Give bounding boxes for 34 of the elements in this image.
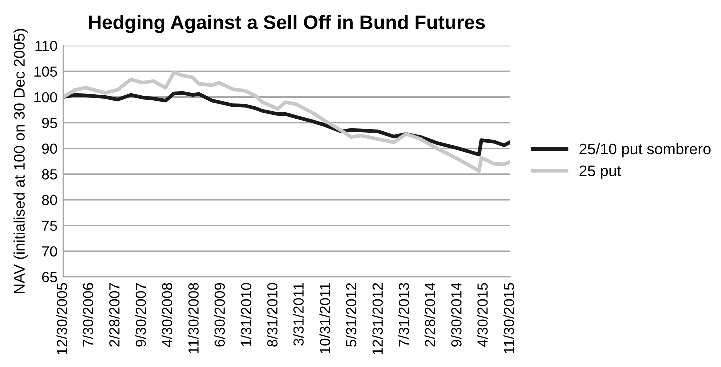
x-tick-label: 4/30/2015 xyxy=(477,283,488,348)
y-axis-title: NAV (initialised at 100 on 30 Dec 2005) xyxy=(14,29,28,294)
y-tick-label: 65 xyxy=(42,272,58,283)
x-tick-label: 6/30/2009 xyxy=(214,283,226,347)
y-tick-label: 85 xyxy=(42,169,58,180)
legend-label: 25/10 put sombrero xyxy=(580,143,711,158)
x-tick-label: 1/31/2010 xyxy=(240,283,252,346)
y-tick-label: 80 xyxy=(42,195,58,206)
legend-label: 25 put xyxy=(580,166,622,180)
x-tick-label: 10/31/2011 xyxy=(320,283,330,354)
y-tick-label: 70 xyxy=(42,246,58,257)
line-series xyxy=(63,70,510,174)
y-tick-label: 75 xyxy=(42,220,58,232)
chart-title: Hedging Against a Sell Off in Bund Futures xyxy=(89,15,486,34)
y-tick-label: 90 xyxy=(42,144,58,154)
x-tick-label: 7/31/2013 xyxy=(398,283,410,347)
x-tick-label: 2/28/2007 xyxy=(109,283,120,347)
y-tick-label: 100 xyxy=(34,92,58,103)
x-tick-label: 8/31/2010 xyxy=(267,283,278,347)
x-tick-label: 3/31/2011 xyxy=(293,283,304,346)
x-tick-label: 11/30/2008 xyxy=(188,283,199,354)
x-tick-label: 12/31/2012 xyxy=(372,283,384,355)
x-tick-label: 12/30/2005 xyxy=(56,283,68,355)
x-tick-label: 9/30/2014 xyxy=(451,283,462,347)
x-tick-label: 7/30/2006 xyxy=(82,283,94,347)
y-tick-label: 105 xyxy=(34,66,58,77)
x-tick-label: 9/30/2007 xyxy=(136,283,146,347)
y-tick-label: 110 xyxy=(36,40,58,52)
line-series xyxy=(63,91,510,157)
y-tick-label: 95 xyxy=(42,118,58,128)
x-tick-label: 2/28/2014 xyxy=(424,283,436,347)
x-tick-label: 11/30/2015 xyxy=(504,283,514,354)
x-tick-label: 5/31/2012 xyxy=(346,283,357,347)
x-tick-label: 4/30/2008 xyxy=(162,283,173,348)
